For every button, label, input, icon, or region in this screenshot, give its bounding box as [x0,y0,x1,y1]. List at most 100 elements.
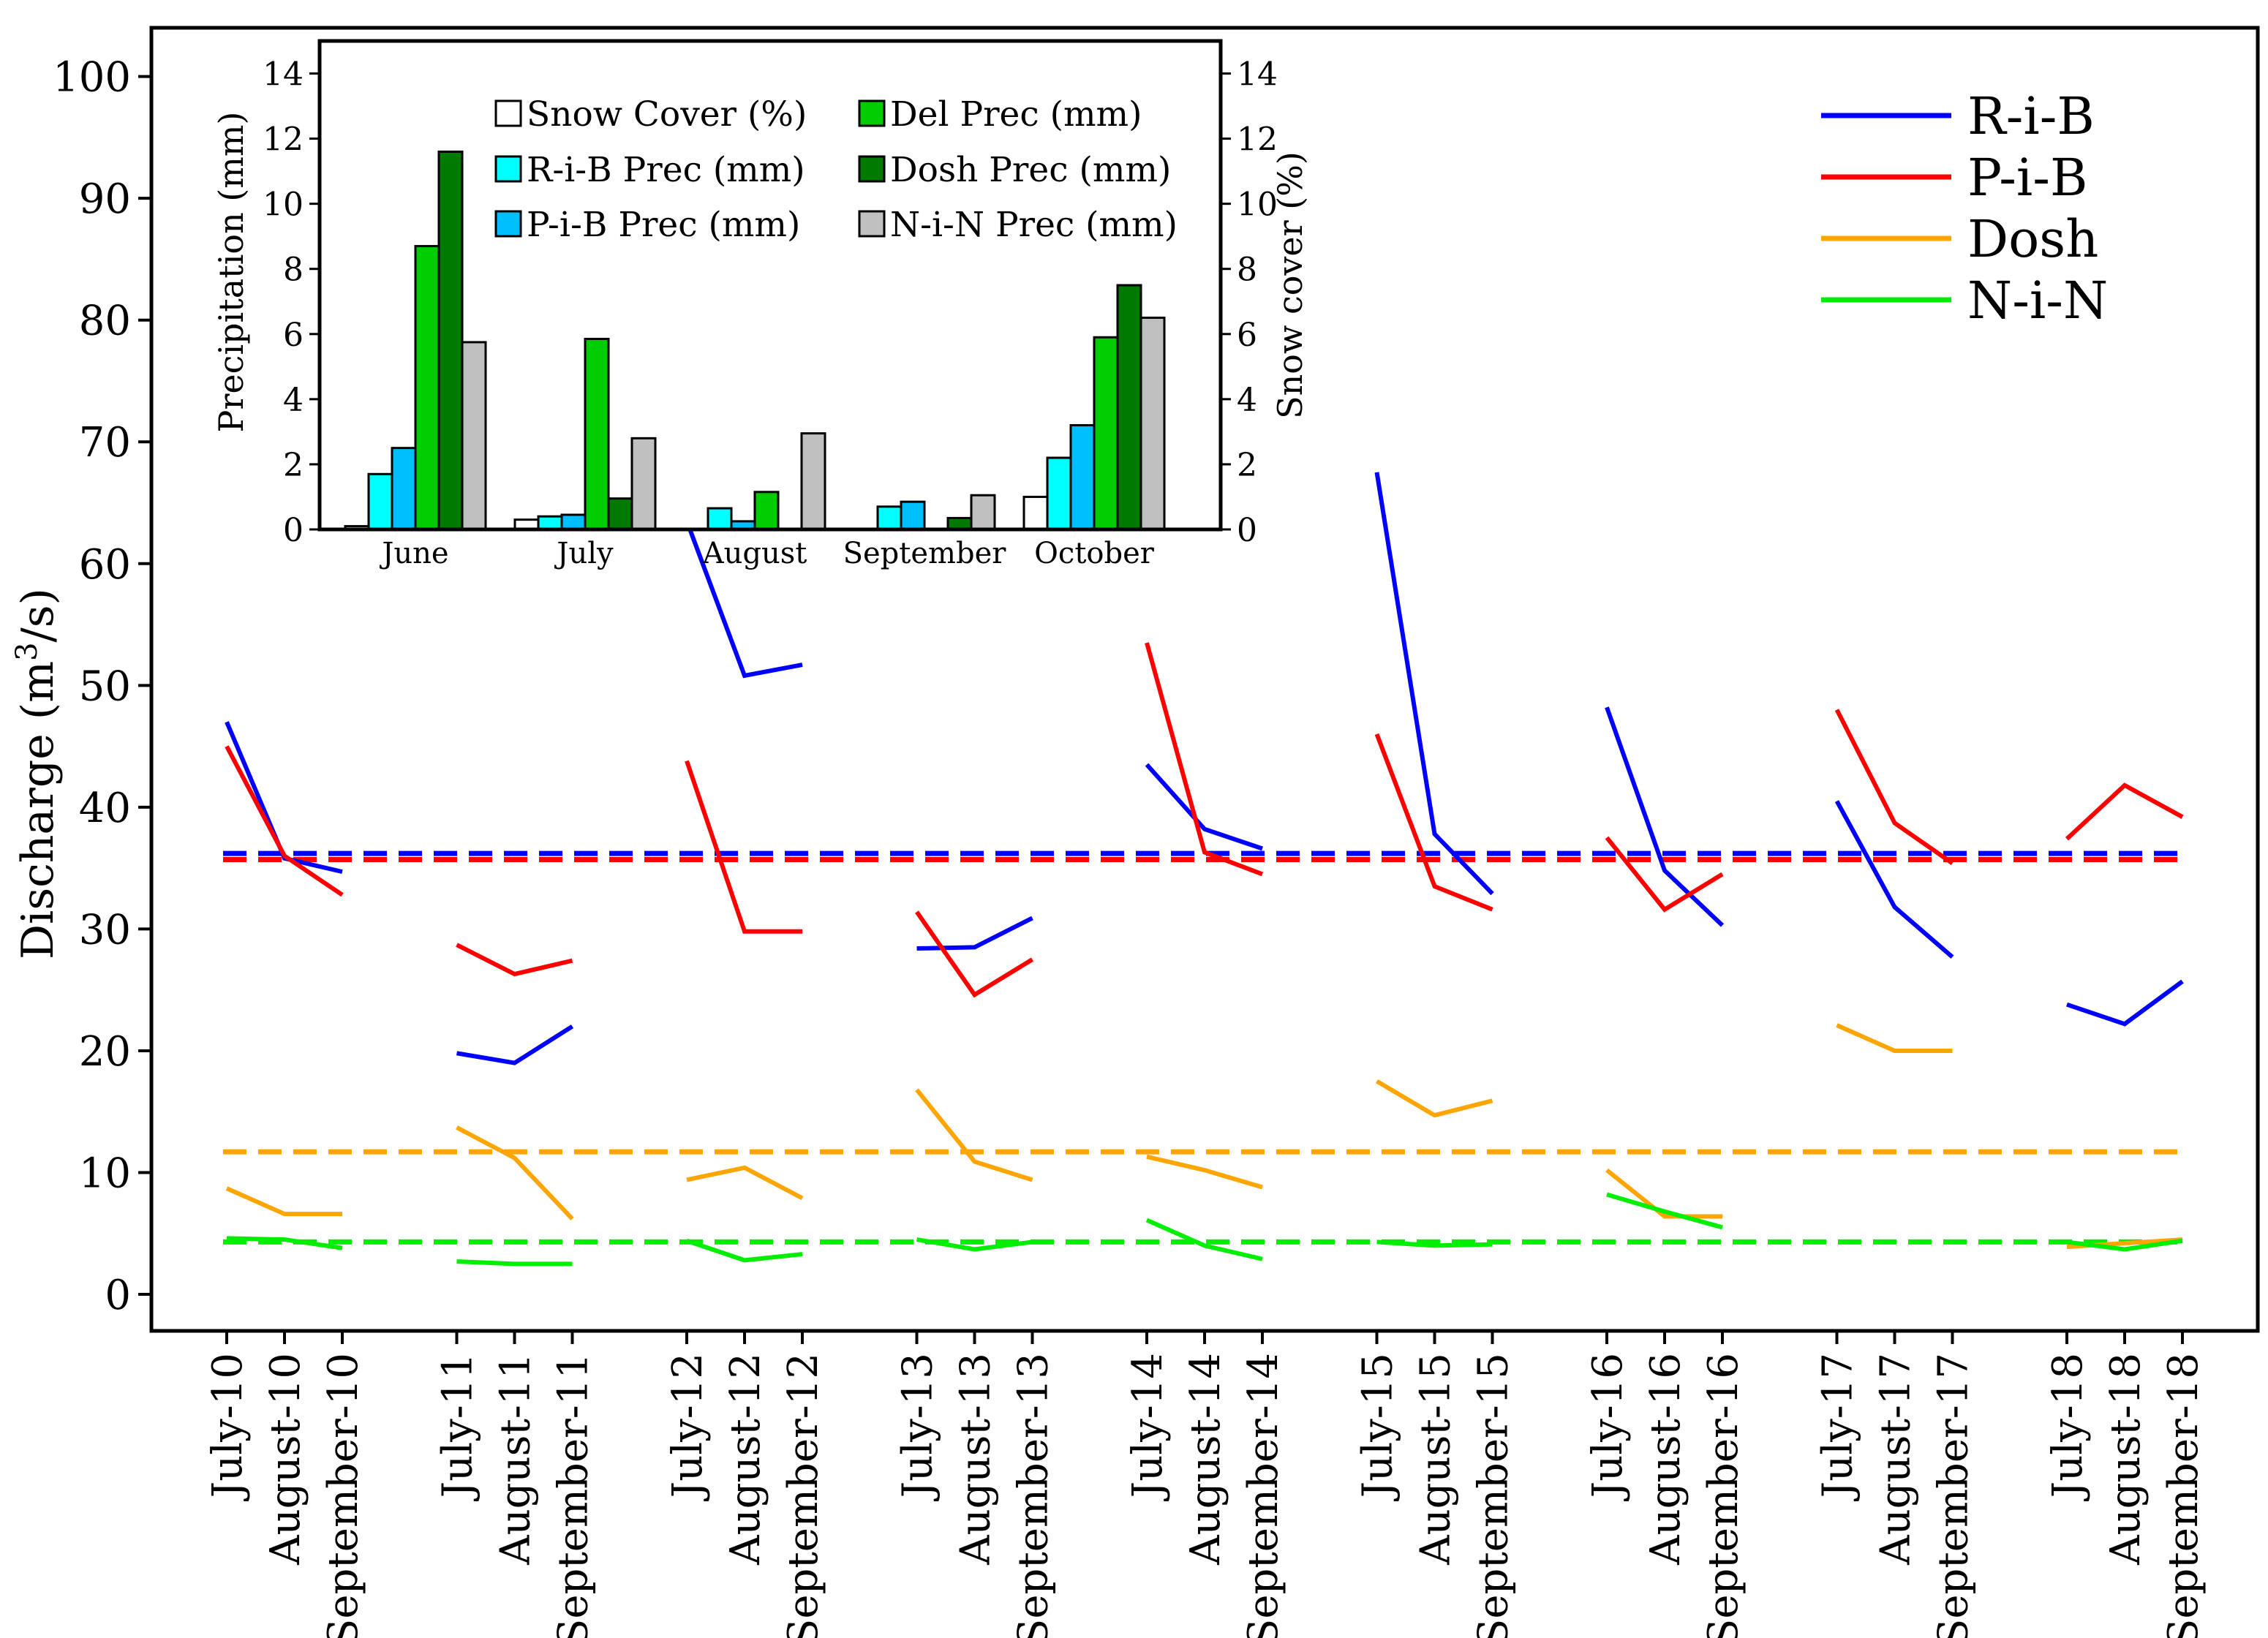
inset-legend-label: R-i-B Prec (mm) [527,150,805,190]
main-x-tick-label: August-15 [1412,1353,1460,1566]
inset-bar-august-5 [800,432,826,531]
inset-legend-swatch [494,99,522,127]
inset-bar-august-1 [707,507,733,531]
inset-bar-june-4 [437,150,464,531]
inset-legend-label: Snow Cover (%) [527,94,807,135]
main-x-tick-label: July-12 [664,1353,712,1501]
series-line-p-i-b-8 [2065,782,2184,841]
inset-bar-june-2 [391,447,417,531]
series-line-n-i-n-3 [916,1237,1033,1252]
series-line-n-i-n-2 [686,1238,803,1263]
legend-label-dosh: Dosh [1967,209,2098,269]
main-x-tick-label: September-10 [320,1353,367,1638]
series-line-dosh-0 [225,1186,342,1217]
main-x-tick-label: September-12 [780,1353,827,1638]
main-y-tick-label: 100 [53,54,131,102]
inset-legend-label: P-i-B Prec (mm) [527,205,800,245]
inset-y-tick-label-right: 4 [1237,382,1257,419]
inset-y-tick-label-left: 0 [283,512,304,549]
inset-legend-swatch [858,155,886,183]
inset-bar-july-4 [607,497,633,531]
inset-x-axis: June July August September October [379,537,1154,570]
main-x-tick-label: August-12 [722,1353,769,1566]
inset-bar-october-0 [1022,495,1049,531]
main-x-tick-label: July-13 [894,1353,942,1501]
series-line-r-i-b-8 [2066,979,2184,1027]
series-line-p-i-b-1 [456,943,573,977]
inset-y-tick-label-left: 14 [263,56,304,94]
main-x-axis: July-10 August-10 September-10 July-11 Augus… [204,1331,2207,1638]
main-series-lines [225,472,2184,1267]
series-line-dosh-5 [1375,1079,1493,1118]
inset-y-tick-label-right: 12 [1237,121,1278,159]
main-y-tick-label: 80 [79,298,131,345]
main-mean-lines [223,850,2187,1245]
inset-legend-label: N-i-N Prec (mm) [890,205,1178,245]
inset-legend: Snow Cover (%) R-i-B Prec (mm) P-i-B Prec … [494,94,1178,245]
series-line-dosh-4 [1146,1154,1263,1190]
main-x-tick-label: July-10 [204,1353,252,1501]
legend-label-p-i-b: P-i-B [1967,148,2087,208]
main-x-tick-label: July-16 [1584,1353,1632,1501]
main-x-tick-label: September-14 [1240,1353,1287,1638]
inset-chart: 0 0 2 2 4 4 6 6 8 8 10 10 12 12 14 14 June July August Sep… [211,39,1310,570]
main-y-tick-label: 20 [79,1028,131,1076]
main-x-tick-label: July-18 [2044,1353,2092,1501]
main-x-tick-label: September-11 [550,1353,598,1638]
main-x-tick-label: August-11 [492,1353,540,1566]
main-x-tick-label: September-17 [1930,1353,1978,1638]
series-line-r-i-b-7 [1834,800,1954,959]
series-line-r-i-b-1 [456,1024,574,1065]
inset-y-axis-label-right: Snow cover (%) [1270,151,1310,419]
inset-x-tick-label: August [702,537,807,570]
inset-legend-swatch [858,99,886,127]
series-line-dosh-7 [1836,1023,1953,1053]
inset-y-tick-label-left: 4 [283,382,304,419]
inset-legend-swatch [858,210,886,238]
main-x-tick-label: August-14 [1182,1353,1229,1566]
inset-legend-label: Dosh Prec (mm) [890,150,1171,190]
inset-y-tick-label-left: 6 [283,317,304,354]
inset-legend-swatch [494,155,522,183]
inset-bar-september-2 [900,500,926,531]
series-line-n-i-n-6 [1606,1192,1723,1230]
main-y-axis: 0 10 20 30 40 50 60 70 80 90 100 [53,54,151,1319]
inset-x-tick-label: October [1034,537,1155,570]
series-line-n-i-n-0 [226,1236,343,1250]
inset-bar-july-3 [584,337,610,531]
main-y-axis-label: Discharge (m3/s) [10,588,64,959]
inset-bar-october-5 [1139,317,1166,531]
series-line-p-i-b-5 [1374,733,1493,912]
main-x-tick-label: July-14 [1124,1353,1172,1501]
main-x-tick-label: August-16 [1642,1353,1689,1566]
series-line-p-i-b-6 [1605,836,1724,913]
series-line-n-i-n-1 [456,1259,573,1267]
inset-y-tick-label-left: 12 [263,121,304,159]
series-line-dosh-3 [915,1088,1033,1182]
series-line-r-i-b-2 [685,520,803,679]
inset-bar-june-3 [414,245,440,531]
series-line-r-i-b-6 [1605,706,1725,927]
series-line-p-i-b-4 [1145,642,1264,877]
main-x-tick-label: July-11 [434,1353,482,1501]
main-y-tick-label: 50 [79,663,131,710]
main-x-tick-label: August-18 [2102,1353,2150,1566]
inset-bar-october-4 [1116,284,1142,531]
series-line-r-i-b-0 [225,721,343,875]
inset-bar-july-2 [560,513,587,531]
main-y-tick-label: 60 [79,541,131,589]
main-y-tick-label: 30 [79,906,131,954]
series-line-dosh-1 [456,1125,574,1220]
inset-y-tick-label-left: 8 [283,252,304,289]
series-line-r-i-b-4 [1145,763,1263,851]
main-x-tick-label: August-13 [952,1353,1000,1566]
series-line-n-i-n-5 [1376,1239,1493,1248]
series-line-p-i-b-7 [1834,709,1954,865]
main-x-tick-label: September-16 [1700,1353,1747,1638]
inset-bar-august-3 [753,491,780,531]
main-x-tick-label: September-15 [1470,1353,1518,1638]
series-line-p-i-b-0 [225,745,344,897]
legend-label-n-i-n: N-i-N [1967,271,2108,331]
